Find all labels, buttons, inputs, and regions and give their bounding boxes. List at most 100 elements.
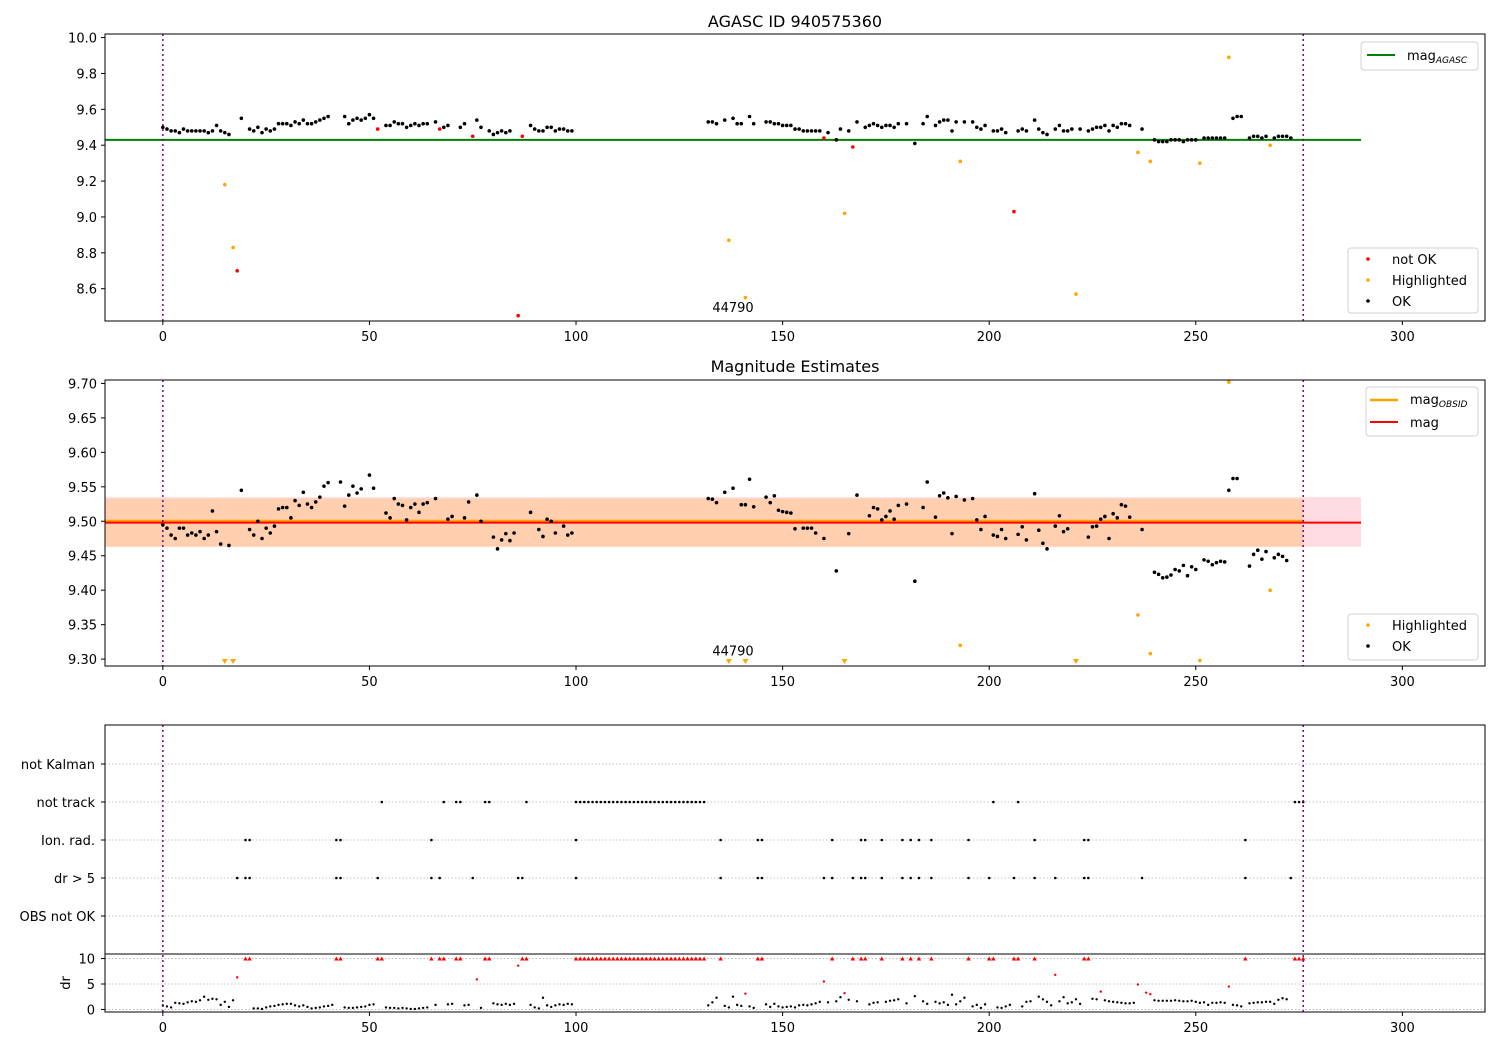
dr-ok-point — [1169, 999, 1173, 1002]
dr-ok-point — [905, 1002, 908, 1005]
ok-point — [346, 121, 351, 126]
dr-ok-point — [1128, 1002, 1131, 1005]
ok-point — [351, 118, 355, 122]
ok-point — [983, 514, 987, 519]
ok-point — [396, 121, 401, 126]
dr-ok-point — [178, 1002, 181, 1005]
dr-clipped-marker — [672, 956, 678, 961]
ok-point — [355, 116, 359, 121]
legend-label-ok: OK — [1392, 295, 1411, 310]
ok-point — [743, 502, 748, 507]
ok-point — [1156, 139, 1161, 144]
ok-point — [1045, 132, 1049, 137]
dr-ok-point — [1215, 1001, 1218, 1005]
dr-ok-point — [264, 1006, 268, 1009]
flag-point — [760, 838, 764, 842]
ok-point — [528, 510, 533, 515]
ok-point — [309, 505, 314, 510]
dr-clipped-marker — [850, 956, 856, 961]
flag-point — [901, 876, 904, 880]
ok-point — [1189, 564, 1194, 569]
ok-point — [1036, 528, 1041, 533]
dr-clipped-marker — [677, 956, 682, 961]
ok-point — [1119, 502, 1124, 507]
not-ok-point — [520, 134, 525, 139]
ok-point — [404, 125, 409, 130]
ok-point — [875, 123, 880, 128]
ok-point — [1016, 129, 1020, 133]
ok-point — [227, 132, 231, 137]
dr-ok-point — [417, 1007, 421, 1010]
flag-point — [682, 800, 685, 804]
flag-row-label: not track — [36, 796, 95, 811]
ok-point — [508, 538, 512, 543]
x-tick-label: 100 — [564, 675, 589, 690]
flag-point — [376, 876, 379, 880]
flag-point — [665, 800, 669, 804]
ok-point — [1173, 138, 1177, 142]
flag-point — [335, 876, 338, 880]
dr-ok-point — [781, 1006, 784, 1009]
ok-point — [421, 502, 425, 506]
dr-clipped-marker — [577, 956, 583, 961]
dr-ok-point — [723, 1004, 726, 1008]
dr-ok-point — [773, 1002, 776, 1006]
dr-ok-point — [227, 1005, 231, 1009]
ok-point — [1289, 136, 1293, 140]
ok-point — [388, 123, 392, 128]
ok-point — [570, 531, 574, 535]
dr-ok-point — [950, 993, 954, 996]
dr-high-point — [516, 964, 520, 967]
ok-point — [1193, 567, 1198, 572]
ok-point — [1061, 129, 1066, 133]
flag-point — [640, 800, 644, 804]
highlighted-point — [223, 182, 227, 187]
dr-ok-point — [1058, 1000, 1061, 1003]
highlighted-point — [1227, 380, 1231, 384]
flag-point — [830, 876, 834, 880]
ok-point — [553, 531, 558, 535]
ok-point — [925, 114, 930, 119]
dr-ok-point — [793, 1006, 797, 1009]
ok-point — [991, 129, 996, 133]
flag-point — [880, 838, 884, 842]
dr-ok-point — [450, 1002, 454, 1006]
ok-point — [210, 129, 215, 133]
dr-ok-point — [194, 1000, 198, 1004]
y-tick-label: 9.60 — [68, 446, 97, 461]
ok-point — [1165, 575, 1169, 579]
panel-2-title: Magnitude Estimates — [711, 357, 880, 376]
dr-ok-point — [326, 1004, 330, 1008]
dr-ok-point — [938, 1002, 941, 1005]
ok-point — [499, 129, 504, 133]
dr-ok-point — [281, 1003, 284, 1006]
dr-clipped-marker — [520, 956, 525, 961]
dr-ok-point — [1000, 1006, 1003, 1010]
dr-ok-point — [1049, 1004, 1053, 1007]
dr-clipped-marker — [966, 956, 971, 961]
dr-ok-point — [347, 1006, 350, 1010]
ok-point — [1173, 567, 1177, 572]
flag-point — [987, 876, 991, 880]
ok-point — [260, 130, 264, 135]
dr-ok-point — [401, 1006, 404, 1010]
dr-clipped-marker — [611, 956, 616, 961]
dr-ok-point — [202, 995, 206, 998]
dr-clipped-marker — [429, 956, 434, 961]
flag-point — [335, 838, 338, 842]
dr-clipped-marker — [247, 956, 252, 961]
dr-ok-point — [711, 1001, 714, 1004]
ok-point — [1032, 118, 1037, 122]
dr-ok-point — [1153, 999, 1156, 1002]
highlighted-point — [1136, 150, 1140, 155]
ok-point — [801, 526, 806, 530]
ok-point — [313, 500, 318, 504]
ok-point — [446, 517, 450, 522]
ok-point — [363, 116, 368, 121]
dr-clipped-marker — [594, 956, 599, 961]
ok-point — [1061, 529, 1066, 534]
dr-clipped-marker — [453, 956, 459, 961]
flag-point — [1244, 876, 1247, 880]
dr-ok-point — [913, 995, 917, 998]
ok-point — [528, 123, 533, 128]
